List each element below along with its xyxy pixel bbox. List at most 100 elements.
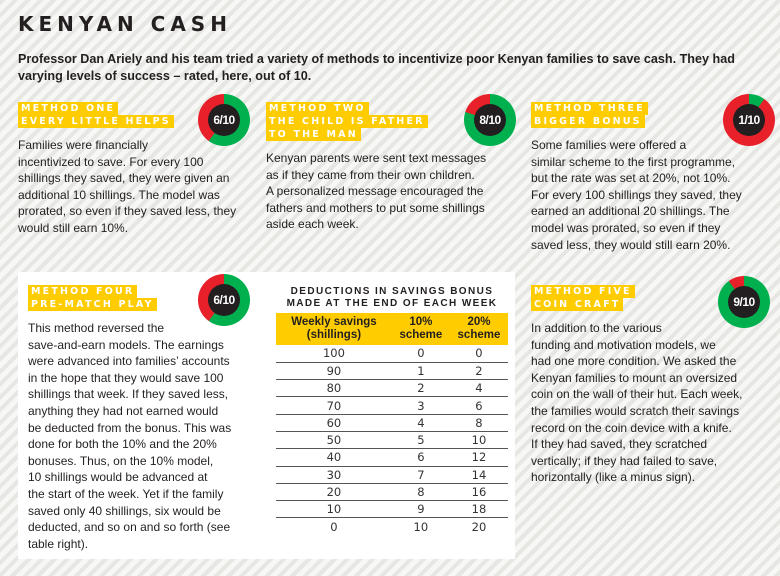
table-cell: 90 — [276, 362, 392, 381]
method-label-line: METHOD TWO — [266, 102, 369, 115]
table-cell: 10 — [413, 519, 429, 534]
table-title: DEDUCTIONS IN SAVINGS BONUS MADE AT THE … — [270, 286, 514, 310]
score-text: 8/10 — [474, 104, 506, 136]
method-label: METHOD TWO THE CHILD IS FATHER TO THE MAN — [266, 102, 428, 141]
method-description: Families were financially incentivized to… — [18, 137, 268, 237]
score-text: 9/10 — [728, 286, 760, 318]
description-line: but the rate was set at 20%, not 10%. — [531, 171, 731, 186]
description-line: would still earn 10%. — [18, 220, 129, 235]
table-cell: 14 — [449, 466, 508, 484]
method-label-line: TO THE MAN — [266, 128, 361, 141]
table-cell: 60 — [276, 414, 392, 432]
header-line: scheme — [399, 329, 443, 341]
table-row: 10 9 18 — [276, 500, 508, 519]
method-two: METHOD TWO THE CHILD IS FATHER TO THE MAN K… — [266, 102, 516, 233]
header-line: 20% — [467, 316, 491, 328]
table-header-row: Weekly savings (shillings) 10% scheme 20% sch… — [276, 313, 508, 345]
description-line: incentivized to save. For every 100 — [18, 154, 204, 169]
table-cell: 0 — [449, 345, 508, 363]
method-five: METHOD FIVE COIN CRAFT In addition to the … — [531, 285, 780, 486]
table-cell: 100 — [276, 345, 392, 363]
description-line: This method reversed the — [28, 321, 165, 335]
deductions-table: Weekly savings (shillings) 10% scheme 20% sch… — [276, 313, 508, 535]
description-line: as if they came from their own children. — [266, 167, 475, 182]
table-cell: 16 — [449, 483, 508, 502]
method-label: METHOD THREE BIGGER BONUS — [531, 102, 648, 128]
description-line: horizontally (like a minus sign). — [531, 470, 696, 485]
description-line: anything they had not earned would — [28, 403, 219, 418]
method-label-line: METHOD FIVE — [531, 285, 635, 298]
method-label-line: PRE-MATCH PLAY — [28, 298, 157, 311]
score-donut: 9/10 — [718, 276, 770, 328]
method-label-line: COIN CRAFT — [531, 298, 624, 311]
table-cell: 20 — [471, 519, 487, 534]
header-line: Weekly savings — [291, 316, 377, 328]
table-cell: 3 — [391, 396, 450, 415]
description-line: record on the coin device with a knife. — [531, 420, 732, 435]
description-line: had one more condition. We asked the — [531, 354, 737, 369]
description-line: In addition to the various — [531, 321, 662, 335]
table-row: 0 10 20 — [276, 518, 508, 535]
score-donut: 6/10 — [198, 94, 250, 146]
description-line: saved only 40 shillings, six would be — [28, 503, 221, 518]
description-line: be deducted from the bonus. This was — [28, 420, 232, 435]
column-header: 10% scheme — [391, 313, 450, 345]
method-one: METHOD ONE EVERY LITTLE HELPS Families wer… — [18, 102, 268, 237]
description-line: prorated, so even if they saved less, th… — [18, 204, 237, 219]
table-cell: 0 — [391, 345, 450, 363]
method-label-line: METHOD THREE — [531, 102, 648, 115]
description-line: similar scheme to the first programme, — [531, 154, 736, 169]
method-description: In addition to the various funding and mo… — [531, 320, 780, 486]
method-label-line: METHOD FOUR — [28, 285, 138, 298]
score-text: 6/10 — [208, 104, 240, 136]
column-header: 20% scheme — [449, 313, 508, 345]
table-cell: 2 — [449, 362, 508, 381]
description-line: saved less, they would still earn 20%. — [531, 237, 731, 252]
method-four: METHOD FOUR PRE-MATCH PLAY This method rev… — [28, 285, 268, 552]
table-row: 100 0 0 — [276, 345, 508, 363]
description-line: model was prorated, so even if they — [531, 220, 721, 235]
description-line: were advanced into families’ accounts — [28, 354, 230, 369]
table-cell: 4 — [449, 379, 508, 398]
description-line: shillings they saved, they were given an — [18, 171, 230, 186]
table-title-line: DEDUCTIONS IN SAVINGS BONUS — [290, 286, 494, 297]
column-header: Weekly savings (shillings) — [276, 313, 392, 345]
score-donut: 6/10 — [198, 274, 250, 326]
table-cell: 12 — [449, 448, 508, 467]
description-line: Kenyan families to mount an oversized — [531, 370, 738, 385]
method-label: METHOD ONE EVERY LITTLE HELPS — [18, 102, 174, 128]
method-label-line: BIGGER BONUS — [531, 115, 645, 128]
table-cell: 6 — [391, 448, 450, 467]
score-text: 6/10 — [208, 284, 240, 316]
table-cell: 80 — [276, 379, 392, 398]
table-row: 20 8 16 — [276, 483, 508, 502]
description-line: earned an additional 20 shillings. The — [531, 204, 730, 219]
description-line: bonuses. Thus, on the 10% model, — [28, 453, 214, 468]
header-line: 10% — [409, 316, 433, 328]
table-row: 80 2 4 — [276, 379, 508, 398]
description-line: Kenyan parents were sent text messages — [266, 151, 487, 165]
description-line: fathers and mothers to put some shilling… — [266, 200, 485, 215]
table-cell: 0 — [330, 519, 338, 534]
description-line: vertically; if they had failed to save, — [531, 453, 718, 468]
method-label-line: METHOD ONE — [18, 102, 119, 115]
description-line: For every 100 shillings they saved, they — [531, 187, 742, 202]
method-description: Kenyan parents were sent text messages as… — [266, 150, 516, 233]
description-line: additional 10 shillings. The model was — [18, 187, 220, 202]
table-cell: 50 — [276, 431, 392, 450]
table-row: 70 3 6 — [276, 396, 508, 415]
table-cell: 8 — [449, 414, 508, 432]
method-label: METHOD FIVE COIN CRAFT — [531, 285, 635, 311]
header-line: (shillings) — [306, 329, 362, 341]
score-donut: 1/10 — [723, 94, 775, 146]
table-cell: 4 — [391, 414, 450, 432]
table-row: 40 6 12 — [276, 448, 508, 467]
method-description: Some families were offered a similar sche… — [531, 137, 780, 253]
description-line: table right). — [28, 536, 89, 551]
table-cell: 5 — [391, 431, 450, 450]
method-label: METHOD FOUR PRE-MATCH PLAY — [28, 285, 157, 311]
description-line: aside each week. — [266, 217, 359, 232]
description-line: coin on the wall of their hut. Each week… — [531, 387, 743, 402]
table-cell: 30 — [276, 466, 392, 484]
table-title-line: MADE AT THE END OF EACH WEEK — [286, 298, 498, 309]
